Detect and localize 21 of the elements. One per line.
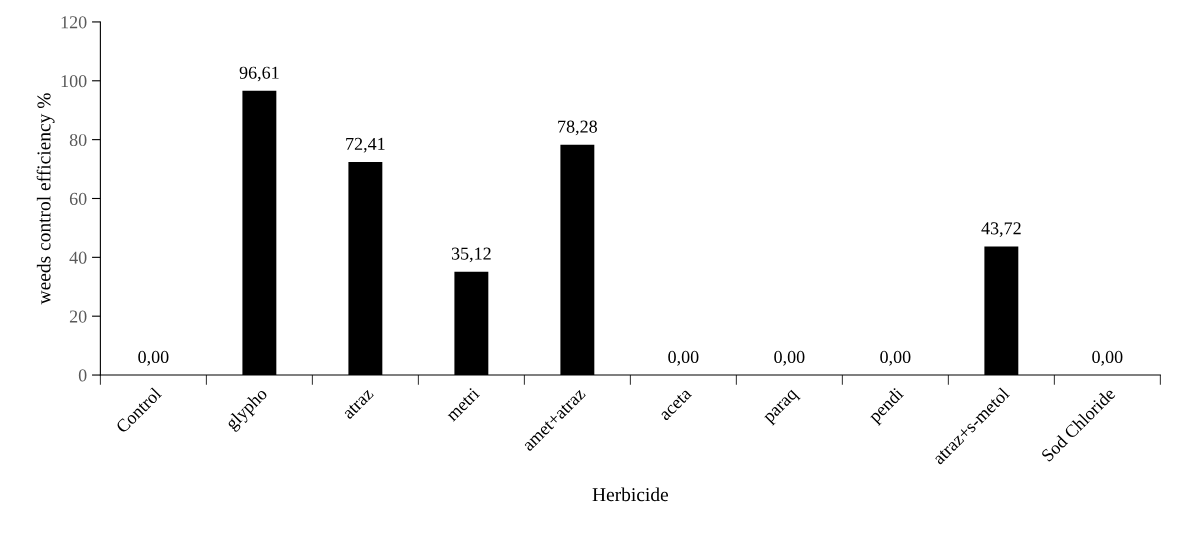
data-label: 35,12 (451, 247, 491, 263)
data-label: 96,61 (239, 66, 279, 82)
y-tick-label: 0 (78, 369, 87, 382)
data-label: 43,72 (981, 222, 1021, 237)
x-tick-label: aceta (659, 388, 693, 421)
data-label: 0,00 (668, 350, 699, 366)
y-tick-label: 20 (69, 310, 87, 323)
y-tick-label: 40 (69, 251, 87, 264)
data-label: 0,00 (880, 350, 911, 366)
data-label: 0,00 (774, 350, 805, 366)
data-label: 78,28 (558, 120, 597, 136)
data-label: 0,00 (138, 350, 169, 366)
y-tick-label: 120 (61, 16, 87, 29)
y-tick-label: 60 (69, 192, 87, 205)
y-axis-title: weeds control efficiency % (36, 93, 55, 305)
x-axis-title: Herbicide (592, 487, 669, 502)
data-label: 72,41 (346, 137, 385, 153)
y-tick-label: 100 (61, 75, 87, 88)
data-label: 0,00 (1092, 350, 1123, 366)
y-tick-label: 80 (69, 133, 87, 147)
x-tick-label: atraz (342, 388, 374, 420)
